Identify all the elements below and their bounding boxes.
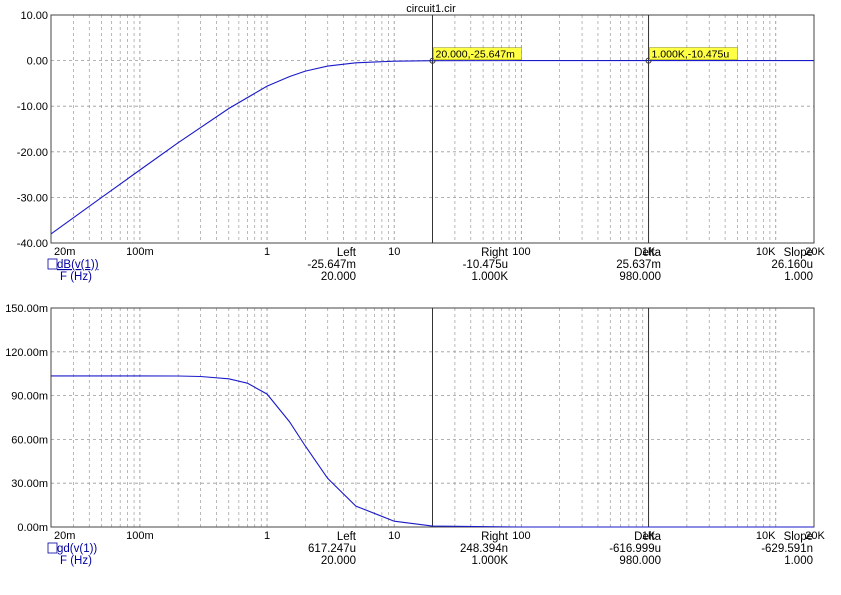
cursor-value-label: 20.000,-25.647m xyxy=(436,49,516,61)
y-tick-label: 0.00m xyxy=(17,522,48,534)
cursor-label-box xyxy=(433,47,522,60)
readout-freq-delta: 980.000 xyxy=(619,555,661,567)
readout-header-slope: Slope xyxy=(784,247,813,259)
cursor-marker xyxy=(645,57,652,64)
readout-x-name: F (Hz) xyxy=(60,271,92,283)
y-tick-label: 60.00m xyxy=(11,434,48,446)
x-tick-label: 10 xyxy=(388,246,400,258)
x-tick-label: 100 xyxy=(512,530,530,542)
readout-freq-left: 20.000 xyxy=(321,555,356,567)
plot-title: circuit1.cir xyxy=(406,3,456,15)
x-tick-label: 20m xyxy=(54,246,75,258)
x-tick-label: 10K xyxy=(756,246,776,258)
readout-header-slope: Slope xyxy=(784,531,813,543)
readout-trace-name: gd(v(1)) xyxy=(57,543,97,555)
cursor-marker xyxy=(429,57,436,64)
readout-value-delta: -616.999u xyxy=(609,543,661,555)
readout-value-right: 248.394n xyxy=(460,543,508,555)
readout-value-left: 617.247u xyxy=(308,543,356,555)
trace-checkbox[interactable] xyxy=(47,542,58,554)
trace-db xyxy=(50,60,814,235)
trace-gd xyxy=(51,375,814,528)
y-tick-label: -30.00 xyxy=(17,192,48,204)
x-tick-label: 1 xyxy=(264,246,270,258)
y-tick-label: -40.00 xyxy=(17,238,48,250)
x-tick-label: 20K xyxy=(805,246,825,258)
y-tick-label: -20.00 xyxy=(17,147,48,159)
readout-freq-right: 1.000K xyxy=(472,271,509,283)
readout-header-left: Left xyxy=(337,247,357,259)
y-tick-label: 90.00m xyxy=(11,391,48,403)
readout-header-left: Left xyxy=(337,531,357,543)
x-tick-label: 10K xyxy=(756,530,776,542)
plot-group-delay[interactable]: 150.00m 120.00m 90.00m 60.00m 30.00m 0.00m 20m… xyxy=(5,303,825,542)
y-tick-label: -10.00 xyxy=(17,101,48,113)
x-tick-label: 100m xyxy=(126,530,154,542)
x-tick-label: 1 xyxy=(264,530,270,542)
x-tick-label: 1K xyxy=(642,246,656,258)
readout-header-right: Right xyxy=(481,531,509,543)
x-tick-label: 100 xyxy=(512,246,530,258)
y-tick-label: 120.00m xyxy=(5,347,48,359)
x-tick-label: 20m xyxy=(54,530,75,542)
y-tick-label: 150.00m xyxy=(5,303,48,315)
plot-db-magnitude[interactable]: 10.00 0.00 -10.00 -20.00 -30.00 -40.00 20m 100m… xyxy=(17,10,826,258)
readout-freq-delta: 980.000 xyxy=(619,271,661,283)
readout-x-name: F (Hz) xyxy=(60,555,92,567)
readout-freq-slope: 1.000 xyxy=(784,555,813,567)
y-tick-label: 10.00 xyxy=(20,10,48,22)
cursor-value-label: 1.000K,-10.475u xyxy=(652,49,730,61)
readout-header-delta: Delta xyxy=(634,531,661,543)
readout-freq-left: 20.000 xyxy=(321,271,356,283)
y-tick-label: 30.00m xyxy=(11,478,48,490)
cursor-label-box xyxy=(649,47,738,60)
readout-header-delta: Delta xyxy=(634,247,661,259)
x-tick-label: 100m xyxy=(126,246,154,258)
readout-value-left: -25.647m xyxy=(307,259,356,271)
readout-freq-right: 1.000K xyxy=(472,555,509,567)
x-tick-label: 10 xyxy=(388,530,400,542)
x-tick-label: 1K xyxy=(642,530,656,542)
readout-value-right: -10.475u xyxy=(463,259,508,271)
readout-value-slope: 26.160u xyxy=(771,259,813,271)
readout-trace-name: dB(v(1)) xyxy=(57,259,99,271)
x-tick-label: 20K xyxy=(805,530,825,542)
readout-header-right: Right xyxy=(481,247,509,259)
trace-checkbox[interactable] xyxy=(47,258,58,270)
readout-value-delta: 25.637m xyxy=(616,259,661,271)
readout-value-slope: -629.591n xyxy=(761,543,813,555)
readout-freq-slope: 1.000 xyxy=(784,271,813,283)
y-tick-label: 0.00 xyxy=(27,56,48,68)
